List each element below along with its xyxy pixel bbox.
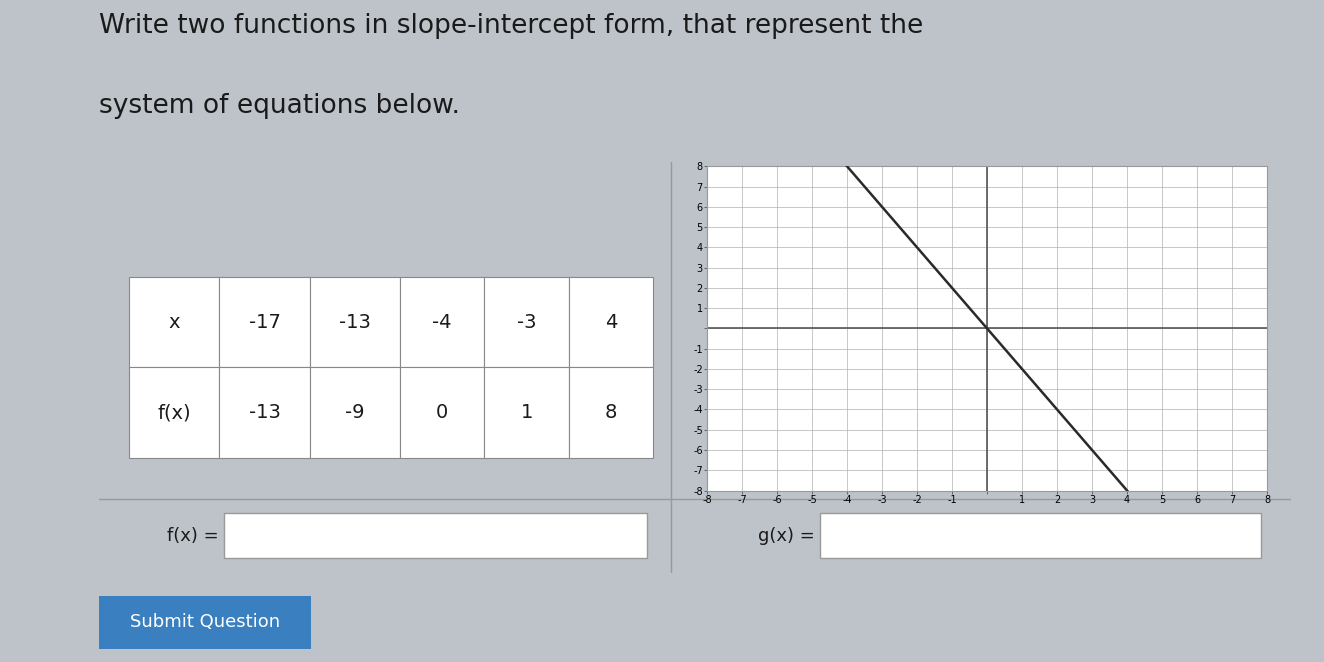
Text: x: x bbox=[168, 312, 180, 332]
Bar bbox=[310, 367, 400, 457]
Text: 8: 8 bbox=[605, 403, 617, 422]
Text: 0: 0 bbox=[436, 403, 449, 422]
Bar bbox=[569, 277, 653, 367]
Bar bbox=[310, 277, 400, 367]
Text: f(x): f(x) bbox=[158, 403, 191, 422]
Bar bbox=[220, 277, 310, 367]
Text: -17: -17 bbox=[249, 312, 281, 332]
Text: system of equations below.: system of equations below. bbox=[99, 93, 461, 119]
Bar bbox=[485, 367, 569, 457]
Text: Write two functions in slope-intercept form, that represent the: Write two functions in slope-intercept f… bbox=[99, 13, 924, 39]
Bar bbox=[400, 367, 485, 457]
Text: -13: -13 bbox=[339, 312, 371, 332]
Text: 1: 1 bbox=[520, 403, 532, 422]
Bar bbox=[820, 513, 1260, 558]
Bar bbox=[225, 513, 647, 558]
Bar bbox=[130, 277, 220, 367]
Text: -9: -9 bbox=[346, 403, 364, 422]
Bar bbox=[220, 367, 310, 457]
Text: g(x) =: g(x) = bbox=[757, 527, 814, 545]
Text: -13: -13 bbox=[249, 403, 281, 422]
Text: Submit Question: Submit Question bbox=[130, 613, 281, 632]
Text: 4: 4 bbox=[605, 312, 617, 332]
Bar bbox=[400, 277, 485, 367]
Bar bbox=[569, 367, 653, 457]
Bar bbox=[130, 367, 220, 457]
Bar bbox=[485, 277, 569, 367]
Text: -4: -4 bbox=[433, 312, 451, 332]
FancyBboxPatch shape bbox=[82, 592, 328, 653]
Text: -3: -3 bbox=[516, 312, 536, 332]
Text: f(x) =: f(x) = bbox=[167, 527, 218, 545]
